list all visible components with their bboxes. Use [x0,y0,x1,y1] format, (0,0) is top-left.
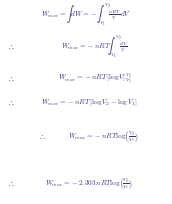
Text: $\therefore$: $\therefore$ [38,133,46,141]
Text: $W_{max}=-nRT\log\!\left(\frac{V_2}{V_1}\right)$: $W_{max}=-nRT\log\!\left(\frac{V_2}{V_1}… [68,129,138,144]
Text: $W_{max}=-nRT\!\int_{V_1}^{V_2}\!\frac{dV}{V}$: $W_{max}=-nRT\!\int_{V_1}^{V_2}\!\frac{d… [61,34,128,60]
Text: $\therefore$: $\therefore$ [7,74,15,83]
Text: $\therefore$: $\therefore$ [7,99,15,107]
Text: $W_{max}=-nRT\,[\log V]_{V_1}^{V_2}$: $W_{max}=-nRT\,[\log V]_{V_1}^{V_2}$ [58,72,132,85]
Text: $W_{max}=\int dW=-\!\int_{V_1}^{V_2}\!\frac{nRT}{V}\,dV$: $W_{max}=\int dW=-\!\int_{V_1}^{V_2}\!\f… [41,2,131,29]
Text: $\therefore$: $\therefore$ [7,43,15,51]
Text: $W_{max}=-2.303\,nRT\log\!\left(\frac{V_2}{V_1}\right)$: $W_{max}=-2.303\,nRT\log\!\left(\frac{V_… [45,176,133,191]
Text: $\therefore$: $\therefore$ [7,180,15,188]
Text: $W_{max}=-nRT\,[\log V_2-\log V_1]$: $W_{max}=-nRT\,[\log V_2-\log V_1]$ [41,98,138,108]
